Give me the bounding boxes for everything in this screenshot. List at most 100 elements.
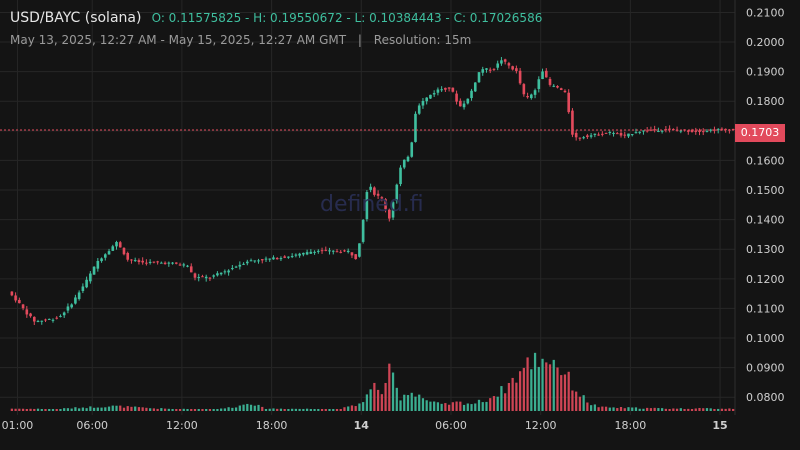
- volume-bar: [597, 407, 600, 411]
- candle-body: [10, 291, 14, 296]
- candle-body: [89, 273, 92, 282]
- candle-body: [638, 131, 642, 133]
- candle-body: [14, 295, 17, 301]
- volume-bar: [477, 399, 481, 411]
- candle-body: [481, 69, 485, 73]
- candle-body: [627, 133, 630, 137]
- candle-body: [470, 90, 473, 99]
- y-tick-label: 0.1800: [746, 95, 785, 108]
- candle-body: [287, 256, 290, 258]
- volume-bar: [421, 398, 425, 411]
- candle-body: [709, 129, 713, 131]
- volume-bar: [679, 408, 682, 411]
- volume-bar: [343, 407, 346, 411]
- volume-bar: [55, 409, 58, 411]
- candle-body: [40, 320, 44, 322]
- chart-grid: [0, 0, 736, 415]
- candle-body: [492, 68, 496, 70]
- volume-bar: [197, 409, 200, 411]
- volume-bar: [657, 408, 660, 411]
- volume-bar: [29, 408, 32, 411]
- resolution-label[interactable]: Resolution: 15m: [373, 33, 472, 47]
- candle-body: [152, 261, 156, 263]
- candle-body: [477, 72, 481, 83]
- candle-body: [432, 93, 436, 95]
- candle-body: [115, 241, 118, 247]
- candle-body: [309, 251, 313, 254]
- candle-body: [242, 263, 245, 265]
- volume-bar: [78, 408, 81, 411]
- volume-bar: [433, 401, 436, 411]
- volume-bar: [36, 408, 40, 411]
- candle-body: [571, 110, 574, 135]
- candle-body: [18, 299, 21, 304]
- volume-bar: [705, 408, 709, 411]
- candle-body: [537, 79, 541, 89]
- volume-bar: [406, 395, 410, 411]
- candle-body: [373, 187, 376, 195]
- ohlc-values: O: 0.11575825 - H: 0.19550672 - L: 0.103…: [151, 11, 543, 25]
- volume-bar: [462, 404, 466, 411]
- volume-bar: [261, 406, 264, 411]
- volume-bar: [664, 408, 667, 411]
- volume-bar: [451, 402, 454, 411]
- candle-body: [245, 261, 249, 264]
- volume-bar: [257, 404, 260, 411]
- candle-body: [634, 132, 638, 134]
- candle-body: [395, 184, 399, 201]
- volume-bar: [92, 407, 96, 411]
- candle-body: [29, 313, 32, 317]
- volume-bar: [522, 367, 525, 411]
- volume-bar: [298, 408, 301, 411]
- volume-bar: [548, 364, 552, 411]
- volume-bar: [616, 408, 619, 411]
- candle-body: [563, 90, 567, 93]
- candle-body: [74, 297, 77, 304]
- candle-body: [302, 252, 305, 255]
- candle-body: [462, 103, 466, 108]
- volume-bar: [399, 400, 402, 411]
- volume-bar: [578, 396, 582, 411]
- candle-body: [62, 312, 66, 316]
- candle-body: [593, 133, 597, 135]
- candle-body: [141, 260, 144, 263]
- volume-bar: [388, 363, 391, 411]
- volume-bar: [126, 406, 129, 411]
- volume-bar: [466, 403, 469, 411]
- candle-body: [653, 129, 656, 131]
- candle-body: [208, 277, 212, 279]
- volume-bar: [89, 406, 92, 411]
- x-tick-label: 12:00: [525, 419, 557, 432]
- volume-bar: [141, 407, 144, 411]
- volume-bar: [687, 408, 690, 411]
- volume-bar: [186, 409, 189, 411]
- volume-bar: [190, 409, 193, 411]
- volume-bar: [672, 408, 675, 411]
- volume-bar: [459, 401, 462, 411]
- candle-body: [586, 135, 589, 138]
- volume-bar: [507, 382, 511, 411]
- candle-body: [496, 63, 500, 68]
- volume-bar: [149, 408, 152, 411]
- candle-body: [642, 130, 645, 132]
- candle-body: [380, 197, 384, 199]
- volume-bar: [178, 409, 182, 411]
- volume-bar: [268, 408, 271, 411]
- volume-bar: [720, 408, 724, 411]
- candle-body: [447, 87, 451, 89]
- volume-bar: [238, 405, 241, 411]
- candle-body: [354, 254, 357, 260]
- candle-body: [328, 250, 331, 252]
- volume-bar: [100, 407, 103, 411]
- volume-bar: [25, 409, 28, 411]
- volume-bar: [634, 407, 638, 411]
- candle-body: [59, 315, 62, 317]
- y-tick-label: 0.1300: [746, 243, 785, 256]
- volume-bar: [234, 407, 238, 411]
- pair-title: USD/BAYC (solana): [10, 10, 142, 26]
- candle-body: [331, 250, 335, 252]
- candle-body: [630, 134, 634, 136]
- volume-bar: [249, 404, 253, 411]
- candle-body: [324, 249, 328, 251]
